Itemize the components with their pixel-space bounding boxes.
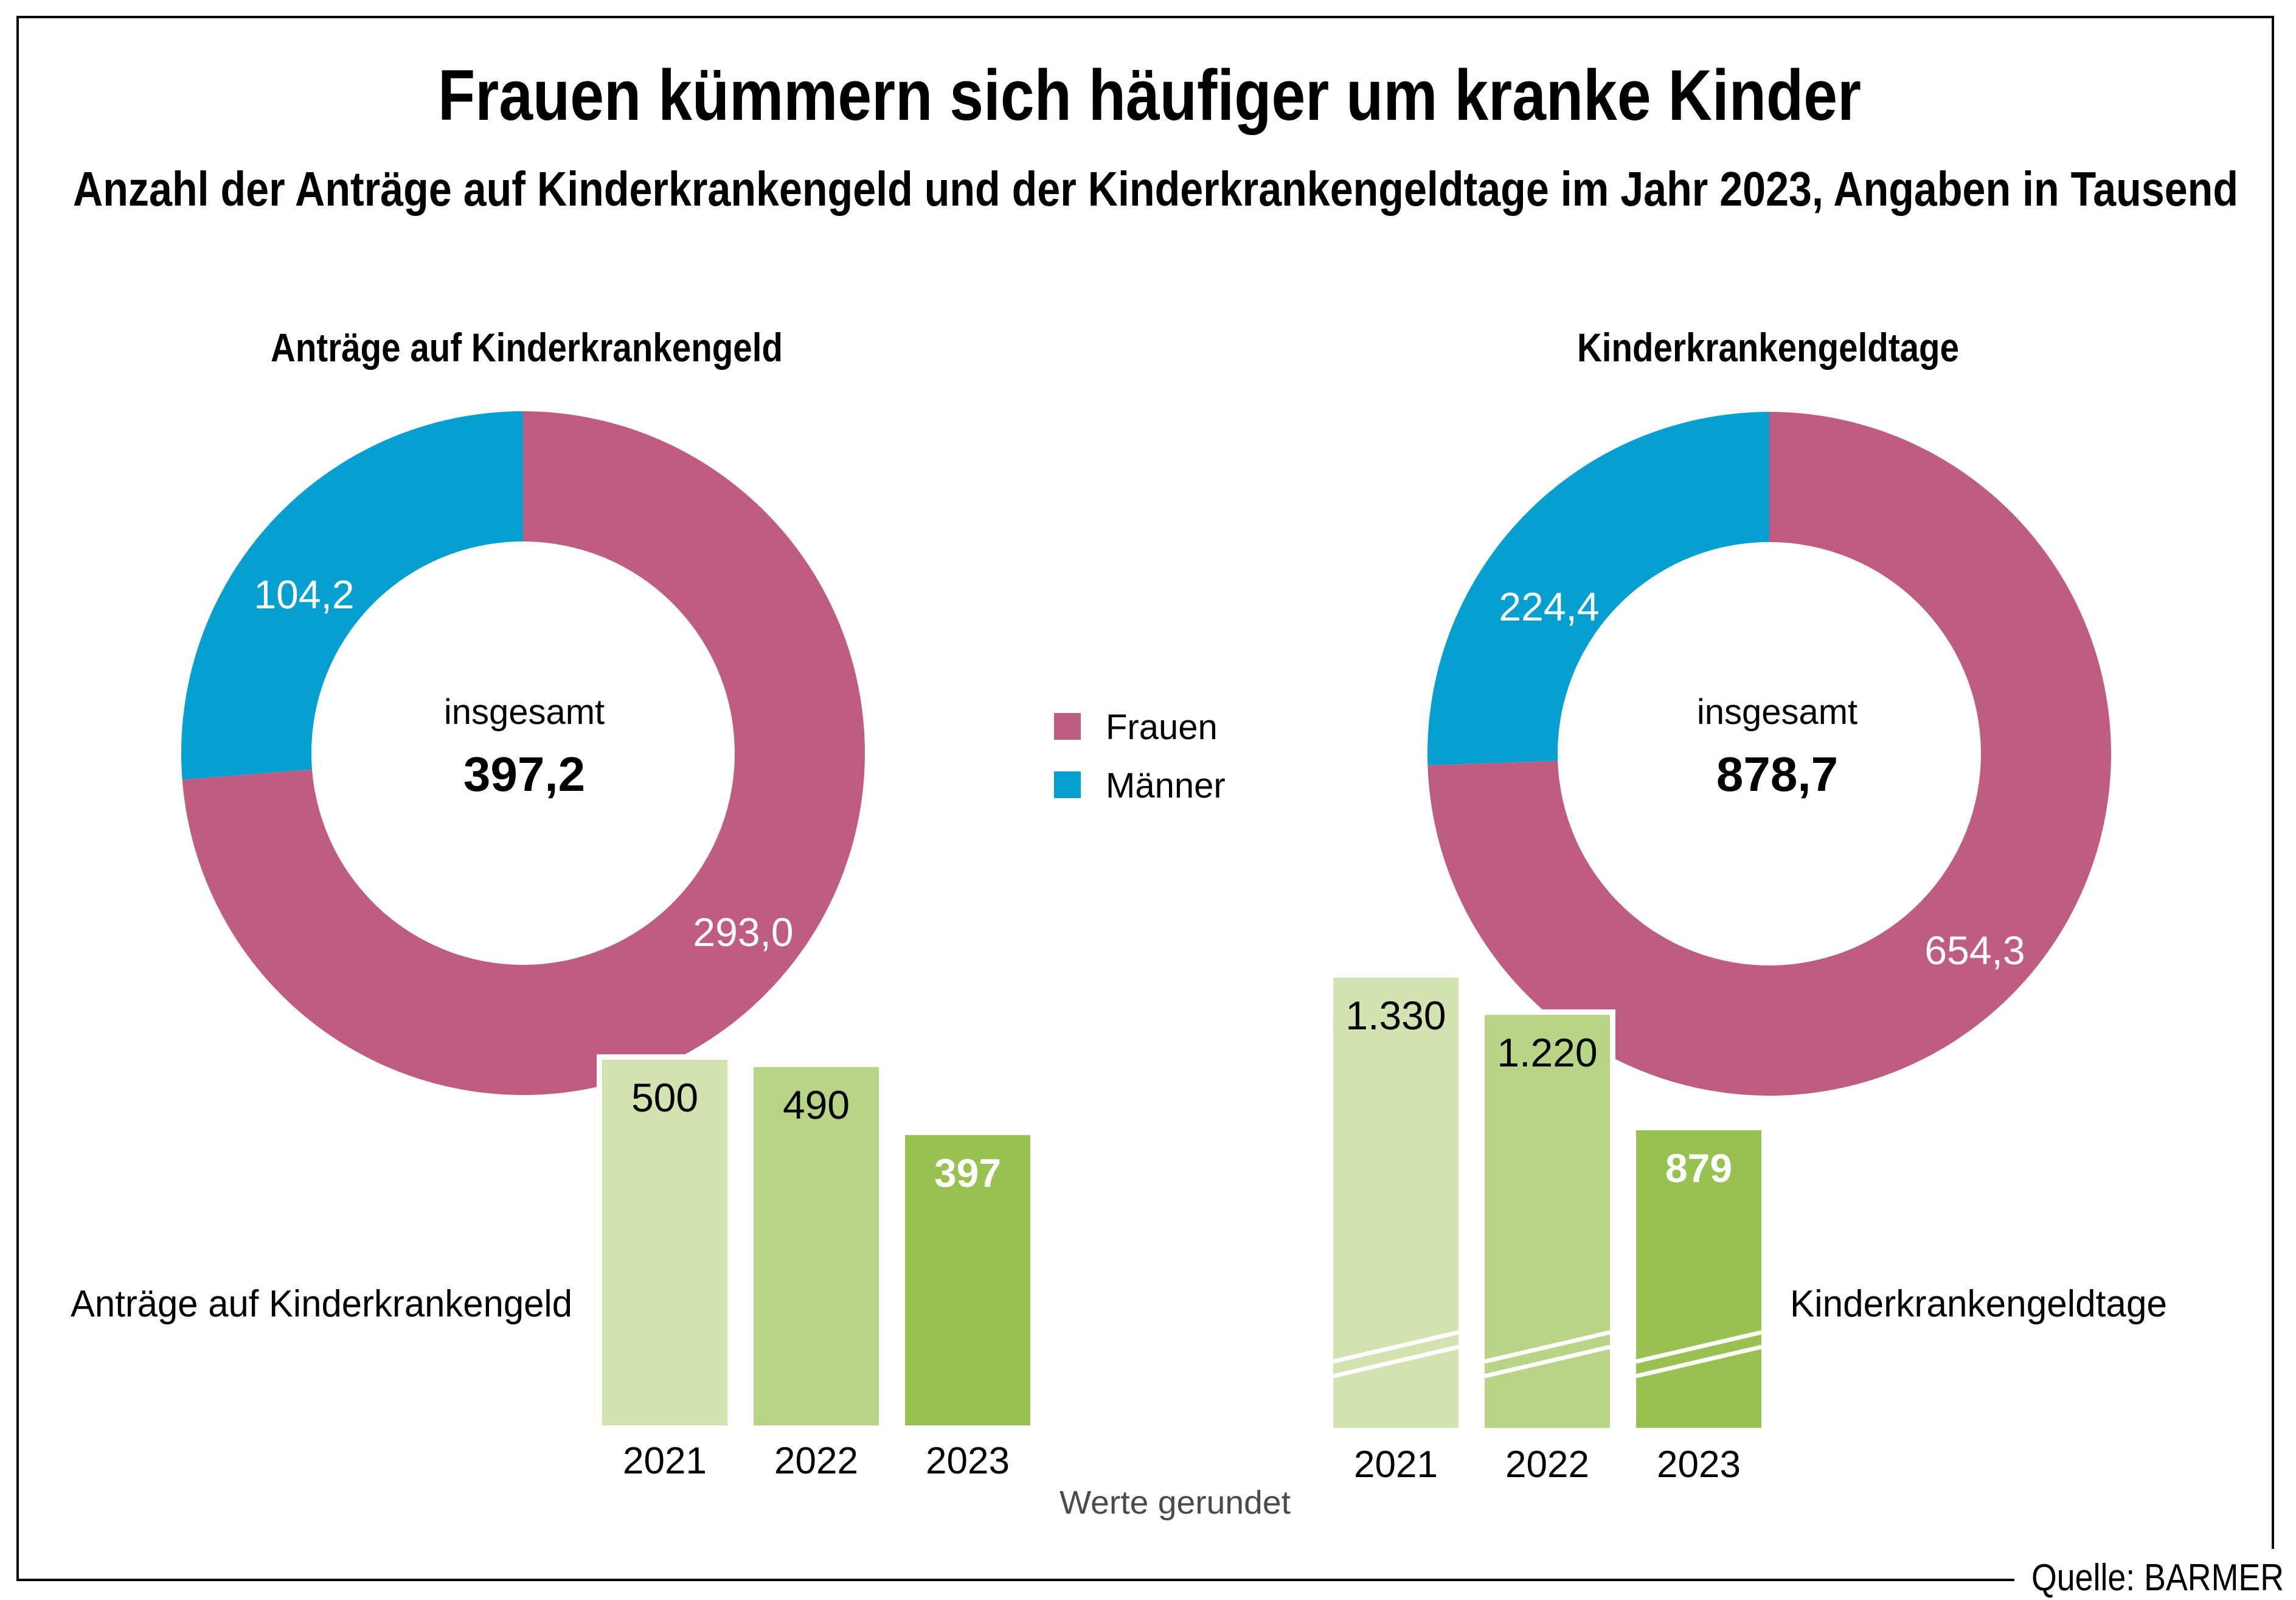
donut-segment-maenner xyxy=(181,411,523,780)
legend-swatch-frauen xyxy=(1054,713,1081,740)
donut-left-heading: Anträge auf Kinderkrankengeld xyxy=(271,325,783,370)
axis-break-line xyxy=(1333,1344,1459,1379)
donut-segment-frauen xyxy=(182,411,865,1095)
donut-segment-frauen xyxy=(1427,412,2112,1096)
bar-2022 xyxy=(1485,1015,1610,1428)
donut-left-center-label: insgesamt xyxy=(444,692,605,732)
bar-year-label: 2023 xyxy=(1657,1444,1741,1486)
bar-value-label: 879 xyxy=(1665,1146,1732,1191)
rounding-note: Werte gerundet xyxy=(1060,1484,1291,1521)
bar-2023 xyxy=(1636,1130,1761,1428)
bar-value-label: 500 xyxy=(631,1075,698,1120)
legend-label-frauen: Frauen xyxy=(1106,708,1218,747)
legend-label-maenner: Männer xyxy=(1106,766,1226,805)
legend: Frauen Männer xyxy=(1054,708,1226,805)
axis-break-line xyxy=(1333,1330,1459,1364)
donut-segment-label-frauen: 654,3 xyxy=(1924,928,2025,973)
bar-year-label: 2022 xyxy=(774,1440,858,1482)
bar-value-label: 1.220 xyxy=(1497,1030,1597,1075)
bar-value-label: 490 xyxy=(783,1082,850,1127)
legend-swatch-maenner xyxy=(1054,771,1081,798)
bar-year-label: 2021 xyxy=(1354,1444,1438,1486)
bar-year-label: 2022 xyxy=(1505,1444,1589,1486)
bar-chart-antraege: 500 2021 490 2022 397 2023 xyxy=(597,1054,1036,1482)
bar-left-side-label: Anträge auf Kinderkrankengeld xyxy=(71,1283,572,1325)
source-label: Quelle: BARMER xyxy=(2031,1557,2284,1599)
chart-title: Frauen kümmern sich häufiger um kranke K… xyxy=(438,55,1861,136)
bar-year-label: 2023 xyxy=(926,1440,1010,1482)
bar-value-label: 1.330 xyxy=(1345,993,1446,1038)
donut-chart-antraege: 293,0 104,2 xyxy=(181,411,865,1095)
chart-subtitle: Anzahl der Anträge auf Kinderkrankengeld… xyxy=(73,162,2238,216)
bar-chart-tage: 1.330 2021 1.220 2022 879 2023 xyxy=(1328,972,1767,1486)
axis-break-line xyxy=(1484,1344,1611,1379)
donut-right-center-value: 878,7 xyxy=(1716,747,1838,801)
donut-left-center-value: 397,2 xyxy=(463,747,585,801)
axis-break-line xyxy=(1635,1330,1762,1364)
donut-segment-label-maenner: 104,2 xyxy=(254,572,354,617)
donut-segment-maenner xyxy=(1427,412,1769,765)
donut-segment-label-maenner: 224,4 xyxy=(1499,584,1599,629)
bar-right-side-label: Kinderkrankengeldtage xyxy=(1790,1283,2167,1325)
frame-border xyxy=(16,16,2274,1581)
donut-right-heading: Kinderkrankengeldtage xyxy=(1577,325,1959,370)
axis-break-line xyxy=(1635,1344,1762,1379)
donut-chart-tage: 654,3 224,4 xyxy=(1427,412,2112,1096)
donut-segment-label-frauen: 293,0 xyxy=(693,910,793,955)
bar-2023 xyxy=(905,1135,1030,1425)
bar-year-label: 2021 xyxy=(623,1440,707,1482)
axis-break-line xyxy=(1484,1330,1611,1364)
donut-right-center-label: insgesamt xyxy=(1697,692,1857,732)
bar-2022 xyxy=(754,1067,879,1425)
bar-value-label: 397 xyxy=(934,1150,1001,1195)
bar-2021 xyxy=(602,1060,727,1425)
